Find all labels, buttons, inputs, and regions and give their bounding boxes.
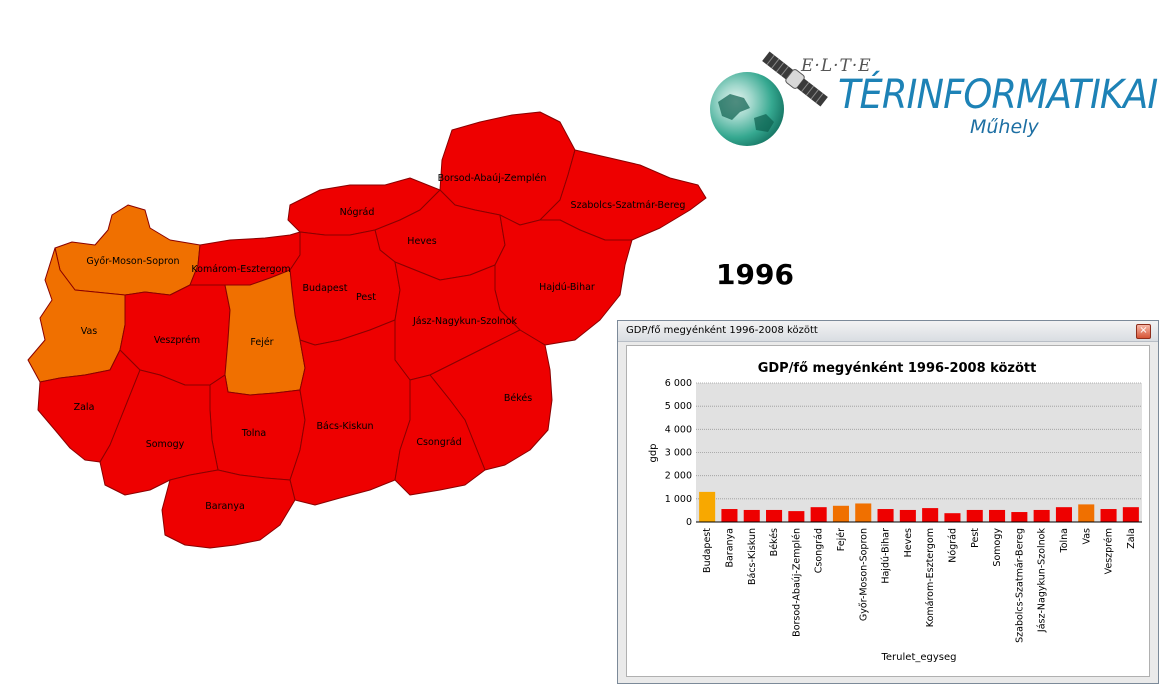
bar	[788, 511, 805, 522]
county-bacs-kiskun[interactable]	[289, 319, 411, 506]
bar	[1122, 507, 1139, 522]
county-label: Komárom-Esztergom	[191, 264, 290, 275]
bar	[1078, 504, 1095, 522]
county-label: Zala	[74, 402, 95, 413]
county-label: Békés	[504, 393, 532, 404]
county-label: Vas	[81, 326, 98, 337]
x-tick-label: Veszprém	[1104, 528, 1115, 574]
globe-icon	[710, 72, 784, 146]
county-gyor-moson-sopron[interactable]	[54, 204, 201, 296]
county-label: Fejér	[250, 337, 273, 348]
bar	[810, 507, 827, 522]
county-label: Pest	[356, 292, 376, 303]
y-tick-label: 6 000	[665, 378, 692, 389]
window-title: GDP/fő megyénként 1996-2008 között	[626, 325, 818, 336]
x-tick-label: Győr-Moson-Sopron	[858, 528, 869, 621]
bar	[766, 509, 783, 522]
bar	[1055, 507, 1072, 522]
gdp-bar-chart: GDP/fő megyénként 1996-2008 között 0 1 00…	[648, 361, 1142, 663]
bar	[877, 509, 894, 522]
x-axis-label: Terulet_egyseg	[881, 652, 957, 663]
x-tick-label: Budapest	[702, 528, 713, 573]
x-tick-label: Békés	[769, 528, 780, 556]
county-baranya[interactable]	[161, 469, 296, 549]
brand-subtitle: Műhely	[970, 116, 1039, 138]
bar	[721, 509, 738, 522]
hungary-county-map[interactable]: Borsod-Abaúj-Zemplén Szabolcs-Szatmár-Be…	[0, 0, 720, 560]
bar	[944, 513, 961, 522]
x-tick-label: Tolna	[1059, 528, 1070, 553]
bar	[743, 509, 760, 522]
bar	[899, 509, 916, 522]
chart-title: GDP/fő megyénként 1996-2008 között	[758, 361, 1037, 376]
county-label: Heves	[407, 236, 436, 247]
county-label: Csongrád	[416, 437, 461, 448]
county-label: Somogy	[146, 439, 185, 450]
bar	[1033, 509, 1050, 522]
county-label: Nógrád	[340, 207, 375, 218]
x-tick-label: Vas	[1081, 528, 1092, 545]
bar	[699, 491, 716, 522]
x-tick-label: Bács-Kiskun	[747, 528, 758, 585]
x-tick-label: Borsod-Abaúj-Zemplén	[791, 528, 802, 637]
x-tick-label: Baranya	[724, 528, 735, 568]
county-label: Budapest	[303, 283, 348, 294]
x-tick-label: Somogy	[992, 528, 1003, 567]
chart-window[interactable]: GDP/fő megyénként 1996-2008 között × GDP…	[617, 320, 1159, 684]
county-label: Baranya	[205, 501, 245, 512]
county-label: Veszprém	[154, 335, 200, 346]
x-tick-label: Heves	[903, 528, 914, 557]
y-tick-label: 2 000	[665, 471, 692, 482]
bar	[1011, 512, 1028, 522]
satellite-icon	[762, 51, 828, 107]
brand-text: TÉRINFORMATIKAI	[838, 72, 1158, 118]
x-tick-label: Pest	[970, 528, 981, 548]
bar	[922, 508, 939, 522]
x-tick-label: Komárom-Esztergom	[925, 528, 936, 627]
x-tick-label: Csongrád	[814, 528, 825, 573]
elte-text: E·L·T·E	[801, 56, 872, 76]
bar	[989, 509, 1006, 522]
county-label: Tolna	[241, 428, 266, 439]
y-tick-label: 1 000	[665, 494, 692, 505]
chart-panel: GDP/fő megyénként 1996-2008 között 0 1 00…	[626, 345, 1150, 677]
x-tick-label: Hajdú-Bihar	[881, 528, 892, 584]
county-label: Jász-Nagykun-Szolnok	[412, 316, 518, 327]
county-label: Győr-Moson-Sopron	[86, 256, 179, 267]
x-tick-label: Zala	[1126, 528, 1137, 549]
close-button[interactable]: ×	[1136, 324, 1151, 339]
county-label: Bács-Kiskun	[316, 421, 373, 432]
county-label: Szabolcs-Szatmár-Bereg	[571, 200, 686, 211]
x-tick-label: Fejér	[836, 528, 847, 551]
bar	[1100, 509, 1117, 522]
x-tick-label: Szabolcs-Szatmár-Bereg	[1014, 528, 1025, 643]
county-label: Borsod-Abaúj-Zemplén	[438, 173, 547, 184]
county-csongrad[interactable]	[394, 374, 486, 496]
elte-terinformatikai-logo: E·L·T·E TÉRINFORMATIKAI Műhely	[706, 44, 1168, 148]
window-titlebar[interactable]: GDP/fő megyénként 1996-2008 között ×	[618, 321, 1158, 342]
y-tick-label: 5 000	[665, 401, 692, 412]
x-tick-label: Nógrád	[947, 528, 958, 563]
county-szabolcs-szatmar-bereg[interactable]	[539, 149, 707, 241]
bar	[855, 503, 872, 522]
y-axis-label: gdp	[648, 443, 659, 462]
y-tick-label: 3 000	[665, 448, 692, 459]
county-label: Hajdú-Bihar	[539, 282, 595, 293]
x-tick-label: Jász-Nagykun-Szolnok	[1037, 528, 1048, 634]
bar	[966, 509, 983, 522]
y-tick-label: 4 000	[665, 424, 692, 435]
bar	[832, 505, 849, 522]
y-tick-label: 0	[686, 517, 692, 528]
year-label: 1996	[716, 258, 794, 291]
